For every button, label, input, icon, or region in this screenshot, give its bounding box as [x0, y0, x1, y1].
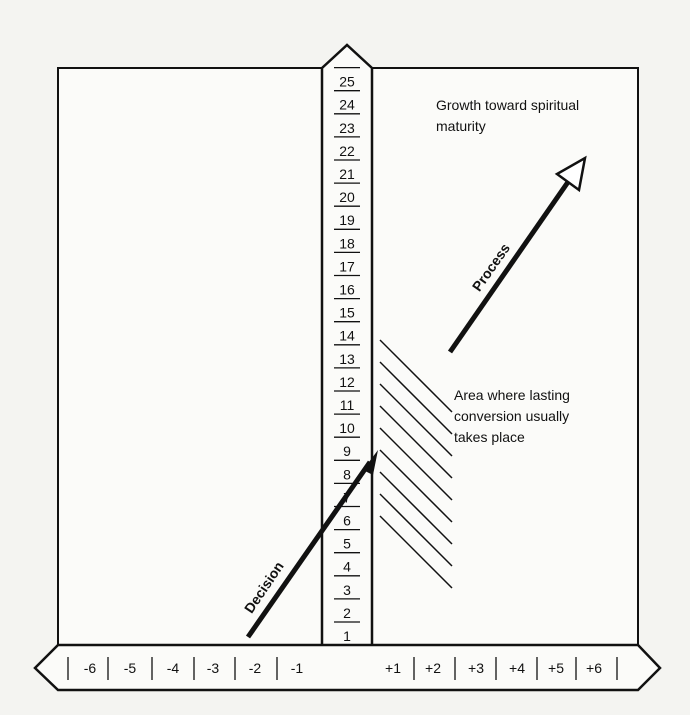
hatch-line — [379, 471, 453, 545]
hatch-line — [379, 449, 453, 523]
growth-label: Growth toward spiritual — [436, 97, 579, 113]
vertical-scale-number: 21 — [339, 166, 355, 182]
vertical-scale-number: 24 — [339, 97, 355, 113]
horizontal-scale-number: +3 — [468, 660, 484, 676]
vertical-scale-number: 3 — [343, 582, 351, 598]
area-label: Area where lasting — [454, 387, 570, 403]
horizontal-scale-number: +6 — [586, 660, 602, 676]
horizontal-scale-number: +4 — [509, 660, 525, 676]
vertical-scale-number: 8 — [343, 466, 351, 482]
vertical-scale-number: 19 — [339, 212, 355, 228]
hatch-line — [379, 405, 453, 479]
process-arrow — [447, 180, 571, 354]
hatch-line — [379, 493, 453, 567]
vertical-scale-number: 10 — [339, 420, 355, 436]
hatch-line — [379, 383, 453, 457]
vertical-scale-number: 11 — [340, 397, 355, 413]
area-label: takes place — [454, 429, 525, 445]
vertical-scale-number: 25 — [339, 74, 355, 90]
area-label: conversion usually — [454, 408, 569, 424]
hatch-line — [379, 361, 453, 435]
horizontal-scale-number: -2 — [249, 660, 262, 676]
decision-arrowhead — [363, 450, 378, 475]
vertical-scale-number: 1 — [343, 628, 351, 644]
vertical-scale-number: 22 — [339, 143, 355, 159]
hatch-line — [379, 339, 453, 413]
vertical-scale-number: 6 — [343, 513, 351, 529]
horizontal-scale-number: -4 — [167, 660, 180, 676]
vertical-scale-number: 17 — [339, 258, 355, 274]
hatched-area — [379, 339, 453, 589]
vertical-scale-number: 2 — [343, 605, 351, 621]
process-arrowhead — [554, 155, 587, 193]
vertical-scale-number: 20 — [339, 189, 355, 205]
growth-label: maturity — [436, 118, 486, 134]
vertical-scale-number: 4 — [343, 559, 351, 575]
hatch-line — [379, 427, 453, 501]
vertical-scale-number: 14 — [339, 328, 355, 344]
horizontal-scale-number: -1 — [291, 660, 304, 676]
decision-arrow — [245, 460, 373, 639]
vertical-scale-number: 9 — [343, 443, 351, 459]
vertical-scale-number: 23 — [339, 120, 355, 136]
vertical-scale-number: 16 — [339, 282, 355, 298]
vertical-scale-number: 15 — [339, 305, 355, 321]
horizontal-scale-number: +1 — [385, 660, 401, 676]
horizontal-scale-number: +5 — [548, 660, 564, 676]
vertical-scale-number: 5 — [343, 536, 351, 552]
horizontal-scale-number: -3 — [207, 660, 220, 676]
vertical-scale-number: 13 — [339, 351, 355, 367]
horizontal-scale-number: -6 — [84, 660, 97, 676]
hatch-line — [379, 515, 453, 589]
vertical-scale-number: 18 — [339, 235, 355, 251]
horizontal-scale-number: -5 — [124, 660, 137, 676]
horizontal-scale-bar — [33, 643, 662, 692]
vertical-scale-number: 12 — [339, 374, 355, 390]
horizontal-scale-number: +2 — [425, 660, 441, 676]
